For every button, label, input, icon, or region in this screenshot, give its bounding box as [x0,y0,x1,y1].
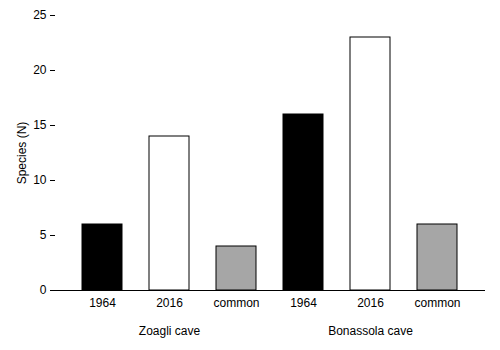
svg-text:1964: 1964 [89,296,116,310]
svg-text:common: common [414,296,460,310]
svg-text:20: 20 [33,63,47,77]
svg-text:10: 10 [33,173,47,187]
svg-text:1964: 1964 [290,296,317,310]
svg-text:0: 0 [40,283,47,297]
svg-text:Zoagli cave: Zoagli cave [139,324,201,338]
svg-text:5: 5 [40,228,47,242]
svg-text:common: common [213,296,259,310]
svg-text:2016: 2016 [357,296,384,310]
svg-text:25: 25 [33,8,47,22]
svg-text:Species (N): Species (N) [15,122,29,185]
svg-text:15: 15 [33,118,47,132]
svg-text:2016: 2016 [156,296,183,310]
svg-text:Bonassola cave: Bonassola cave [328,324,413,338]
